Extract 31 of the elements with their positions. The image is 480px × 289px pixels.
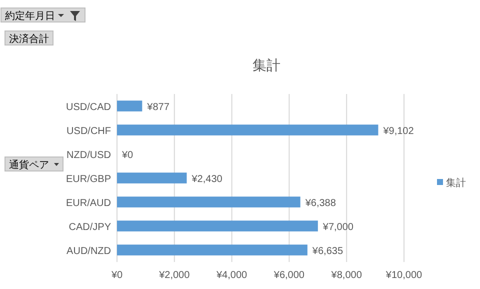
text: 約定年月日 (5, 10, 55, 22)
y-tick-label: EUR/AUD (66, 198, 111, 209)
x-tick-label: ¥10,000 (384, 270, 423, 281)
x-tick-label: ¥2,000 (158, 270, 190, 281)
legend-label: 集計 (446, 177, 466, 189)
data-label: ¥877 (146, 102, 170, 113)
x-tick-label: ¥8,000 (330, 270, 362, 281)
data-label: ¥7,000 (322, 222, 354, 233)
bar (117, 220, 318, 232)
data-label: ¥6,635 (311, 246, 344, 257)
y-tick-label: USD/CAD (66, 102, 111, 113)
x-tick-label: ¥0 (110, 270, 123, 281)
x-tick-label: ¥4,000 (216, 270, 248, 281)
y-tick-label: USD/CHF (66, 126, 111, 137)
bar (117, 100, 142, 112)
x-tick-label: ¥6,000 (272, 270, 305, 281)
y-tick-label: EUR/GBP (66, 174, 112, 185)
bar (117, 124, 378, 136)
y-tick-label: CAD/JPY (68, 222, 112, 233)
bar (117, 172, 187, 184)
y-tick-label: AUD/NZD (66, 246, 111, 257)
chart-title: 集計 (252, 57, 280, 73)
data-label: ¥0 (121, 150, 134, 161)
text: 通貨ペア (9, 159, 49, 171)
bar (117, 244, 308, 256)
y-tick-label: NZD/USD (66, 150, 111, 161)
data-label: ¥2,430 (190, 174, 223, 185)
data-label: ¥6,388 (304, 198, 336, 209)
bar (117, 196, 300, 208)
text: 決済合計 (9, 33, 49, 45)
data-label: ¥9,102 (382, 126, 414, 137)
